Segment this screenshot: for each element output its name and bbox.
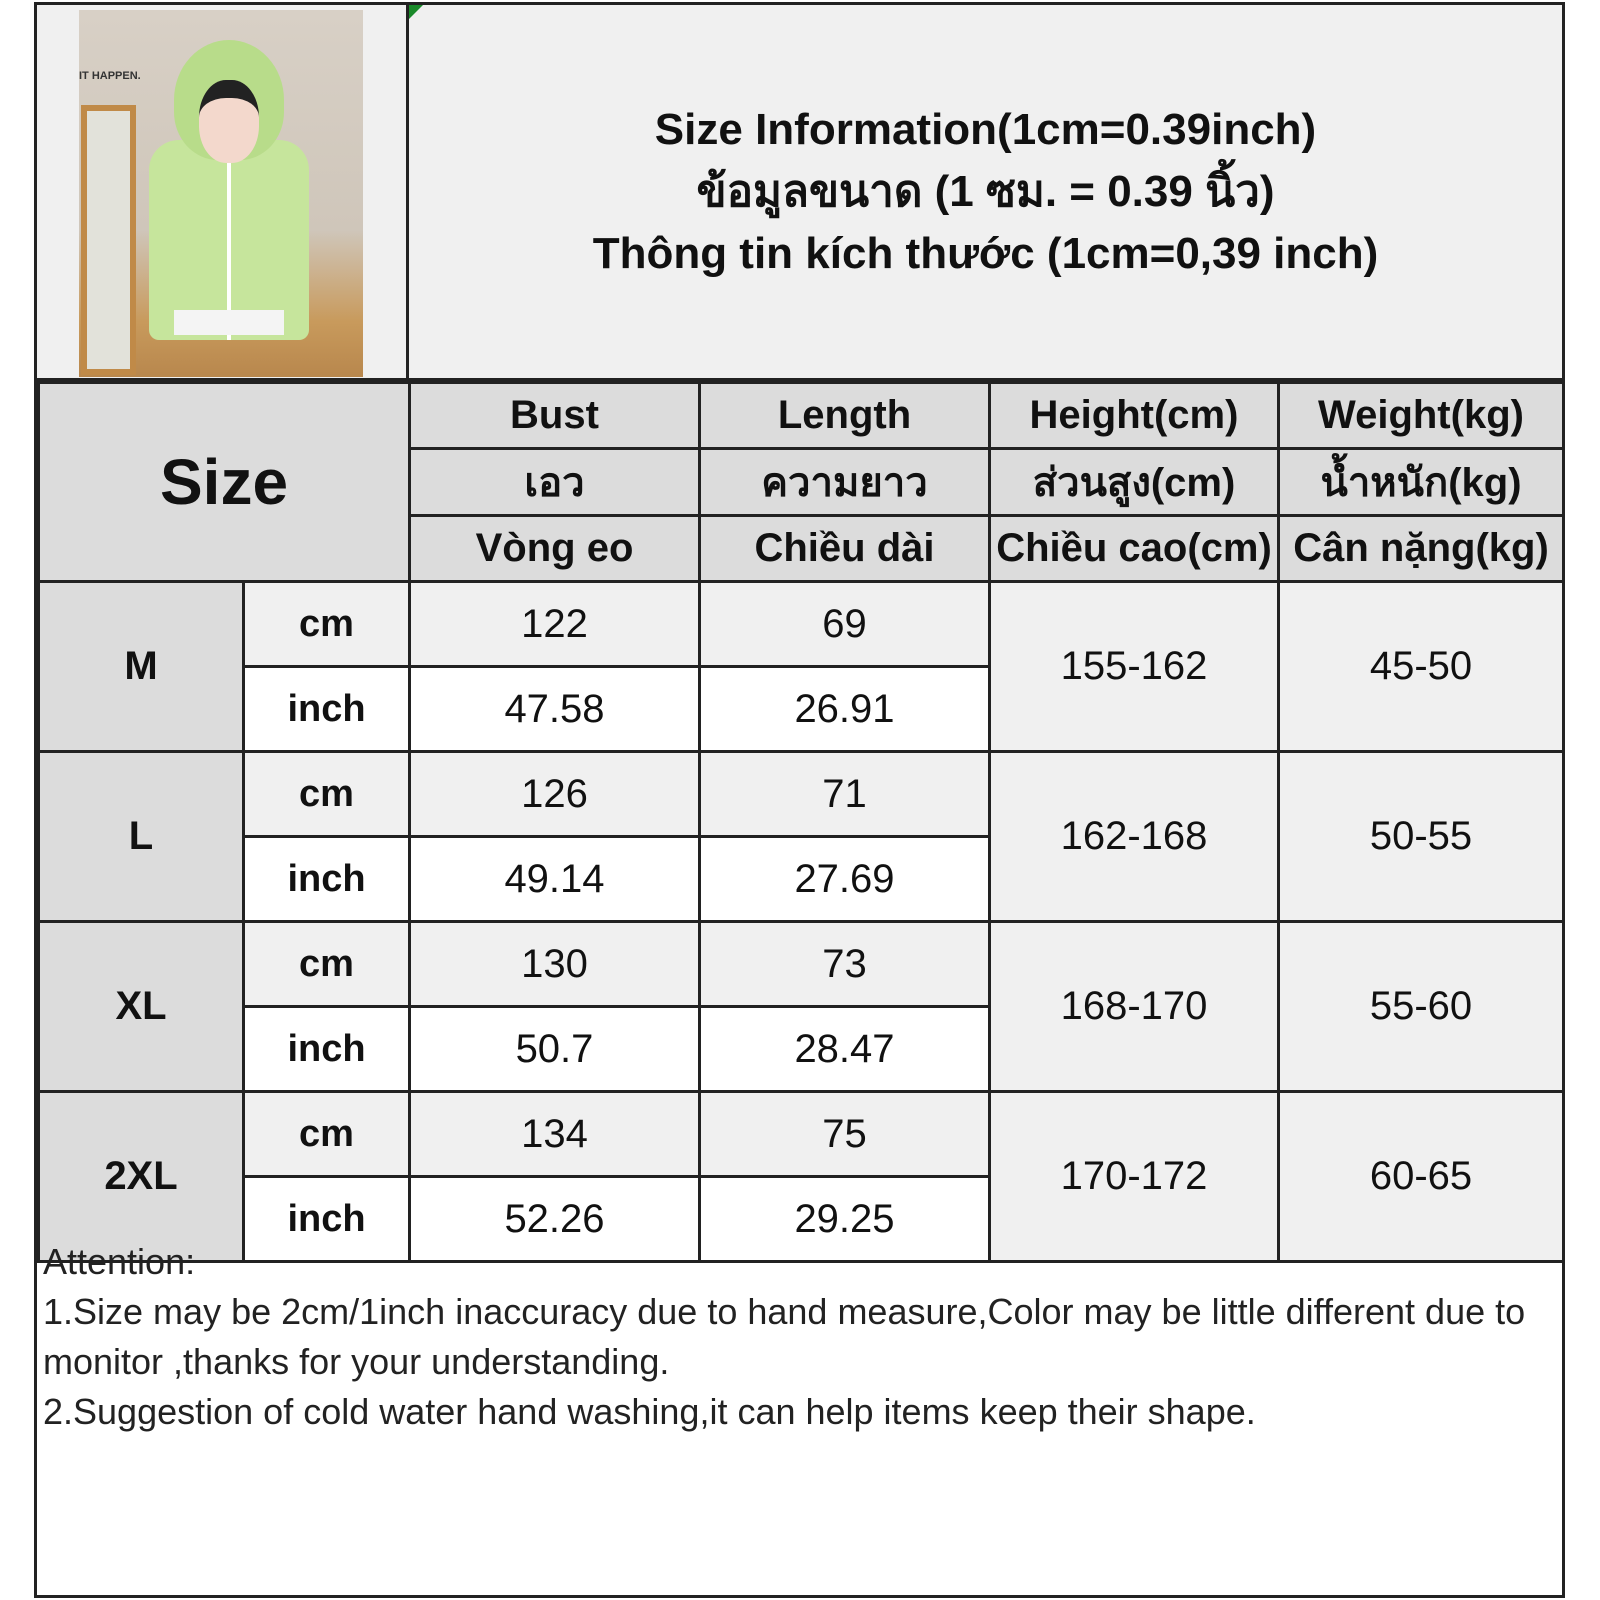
table-row: inch 49.14 27.69 — [39, 835, 1564, 923]
size-label: XL — [37, 920, 245, 1093]
bust-inch: 47.58 — [408, 665, 701, 753]
bust-cm: 130 — [408, 920, 701, 1008]
title-cell: Size Information(1cm=0.39inch) ข้อมูลขนา… — [409, 5, 1562, 378]
bust-inch: 52.26 — [408, 1175, 701, 1263]
length-cm: 73 — [698, 920, 991, 1008]
length-cm: 75 — [698, 1090, 991, 1178]
title-thai: ข้อมูลขนาด (1 ซม. = 0.39 นิ้ว) — [696, 166, 1275, 216]
cell-marker-icon — [409, 5, 423, 19]
note-item: 1.Size may be 2cm/1inch inaccuracy due t… — [43, 1291, 1526, 1382]
unit-cm: cm — [242, 1090, 411, 1178]
product-photo-cell: IT HAPPEN. — [37, 5, 409, 378]
notes-heading: Attention: — [43, 1241, 196, 1282]
mirror-shape — [81, 105, 136, 375]
length-inch: 29.25 — [698, 1175, 991, 1263]
bust-cm: 126 — [408, 750, 701, 838]
weight-range: 50-55 — [1277, 750, 1565, 923]
header-length-th: ความยาว — [698, 447, 991, 517]
size-label: 2XL — [37, 1090, 245, 1263]
height-range: 170-172 — [988, 1090, 1280, 1263]
header-weight-en: Weight(kg) — [1277, 381, 1565, 450]
table-row: M cm 122 69 155-162 45-50 — [37, 580, 1565, 753]
weight-range: 60-65 — [1277, 1090, 1565, 1263]
length-cm: 69 — [698, 580, 991, 668]
size-header: Size — [37, 381, 411, 583]
wall-sign: IT HAPPEN. — [79, 70, 141, 82]
bust-cm: 122 — [408, 580, 701, 668]
header-height-en: Height(cm) — [988, 381, 1280, 450]
length-inch: 27.69 — [698, 835, 991, 923]
unit-cm: cm — [242, 920, 411, 1008]
height-range: 155-162 — [988, 580, 1280, 753]
title-english: Size Information(1cm=0.39inch) — [654, 104, 1317, 154]
title-vietnamese: Thông tin kích thước (1cm=0,39 inch) — [592, 228, 1379, 278]
unit-cm: cm — [242, 750, 411, 838]
unit-cm: cm — [242, 580, 411, 668]
header-bust-vi: Vòng eo — [408, 514, 701, 583]
header-length-vi: Chiều dài — [698, 514, 991, 583]
length-cm: 71 — [698, 750, 991, 838]
size-table: Size Bust Length Height(cm) Weight(kg) เ… — [37, 381, 1565, 1263]
table-row: inch 52.26 29.25 — [39, 1175, 1564, 1263]
length-inch: 26.91 — [698, 665, 991, 753]
bust-inch: 49.14 — [408, 835, 701, 923]
height-range: 162-168 — [988, 750, 1280, 923]
product-photo: IT HAPPEN. — [79, 10, 363, 377]
attention-notes: Attention: 1.Size may be 2cm/1inch inacc… — [43, 1237, 1552, 1437]
table-row: inch 47.58 26.91 — [39, 665, 1564, 753]
unit-inch: inch — [242, 1005, 411, 1093]
size-label: M — [37, 580, 245, 753]
header-length-en: Length — [698, 381, 991, 450]
header-weight-th: น้ำหนัก(kg) — [1277, 447, 1565, 517]
table-row: XL cm 130 73 168-170 55-60 — [37, 920, 1565, 1093]
header-height-th: ส่วนสูง(cm) — [988, 447, 1280, 517]
face-shape — [199, 80, 259, 163]
unit-inch: inch — [242, 835, 411, 923]
table-row: 2XL cm 134 75 170-172 60-65 — [37, 1090, 1565, 1263]
unit-inch: inch — [242, 665, 411, 753]
weight-range: 45-50 — [1277, 580, 1565, 753]
header-section: IT HAPPEN. Size Information(1cm=0.39inch… — [37, 5, 1562, 381]
zipper-shape — [227, 140, 231, 340]
header-bust-th: เอว — [408, 447, 701, 517]
note-item: 2.Suggestion of cold water hand washing,… — [43, 1391, 1256, 1432]
bust-inch: 50.7 — [408, 1005, 701, 1093]
header-weight-vi: Cân nặng(kg) — [1277, 514, 1565, 583]
bust-cm: 134 — [408, 1090, 701, 1178]
table-row: L cm 126 71 162-168 50-55 — [37, 750, 1565, 923]
size-chart: IT HAPPEN. Size Information(1cm=0.39inch… — [34, 2, 1565, 1598]
length-inch: 28.47 — [698, 1005, 991, 1093]
size-label: L — [37, 750, 245, 923]
unit-inch: inch — [242, 1175, 411, 1263]
header-height-vi: Chiều cao(cm) — [988, 514, 1280, 583]
skirt-shape — [174, 310, 284, 335]
header-bust-en: Bust — [408, 381, 701, 450]
table-row: inch 50.7 28.47 — [39, 1005, 1564, 1093]
height-range: 168-170 — [988, 920, 1280, 1093]
weight-range: 55-60 — [1277, 920, 1565, 1093]
